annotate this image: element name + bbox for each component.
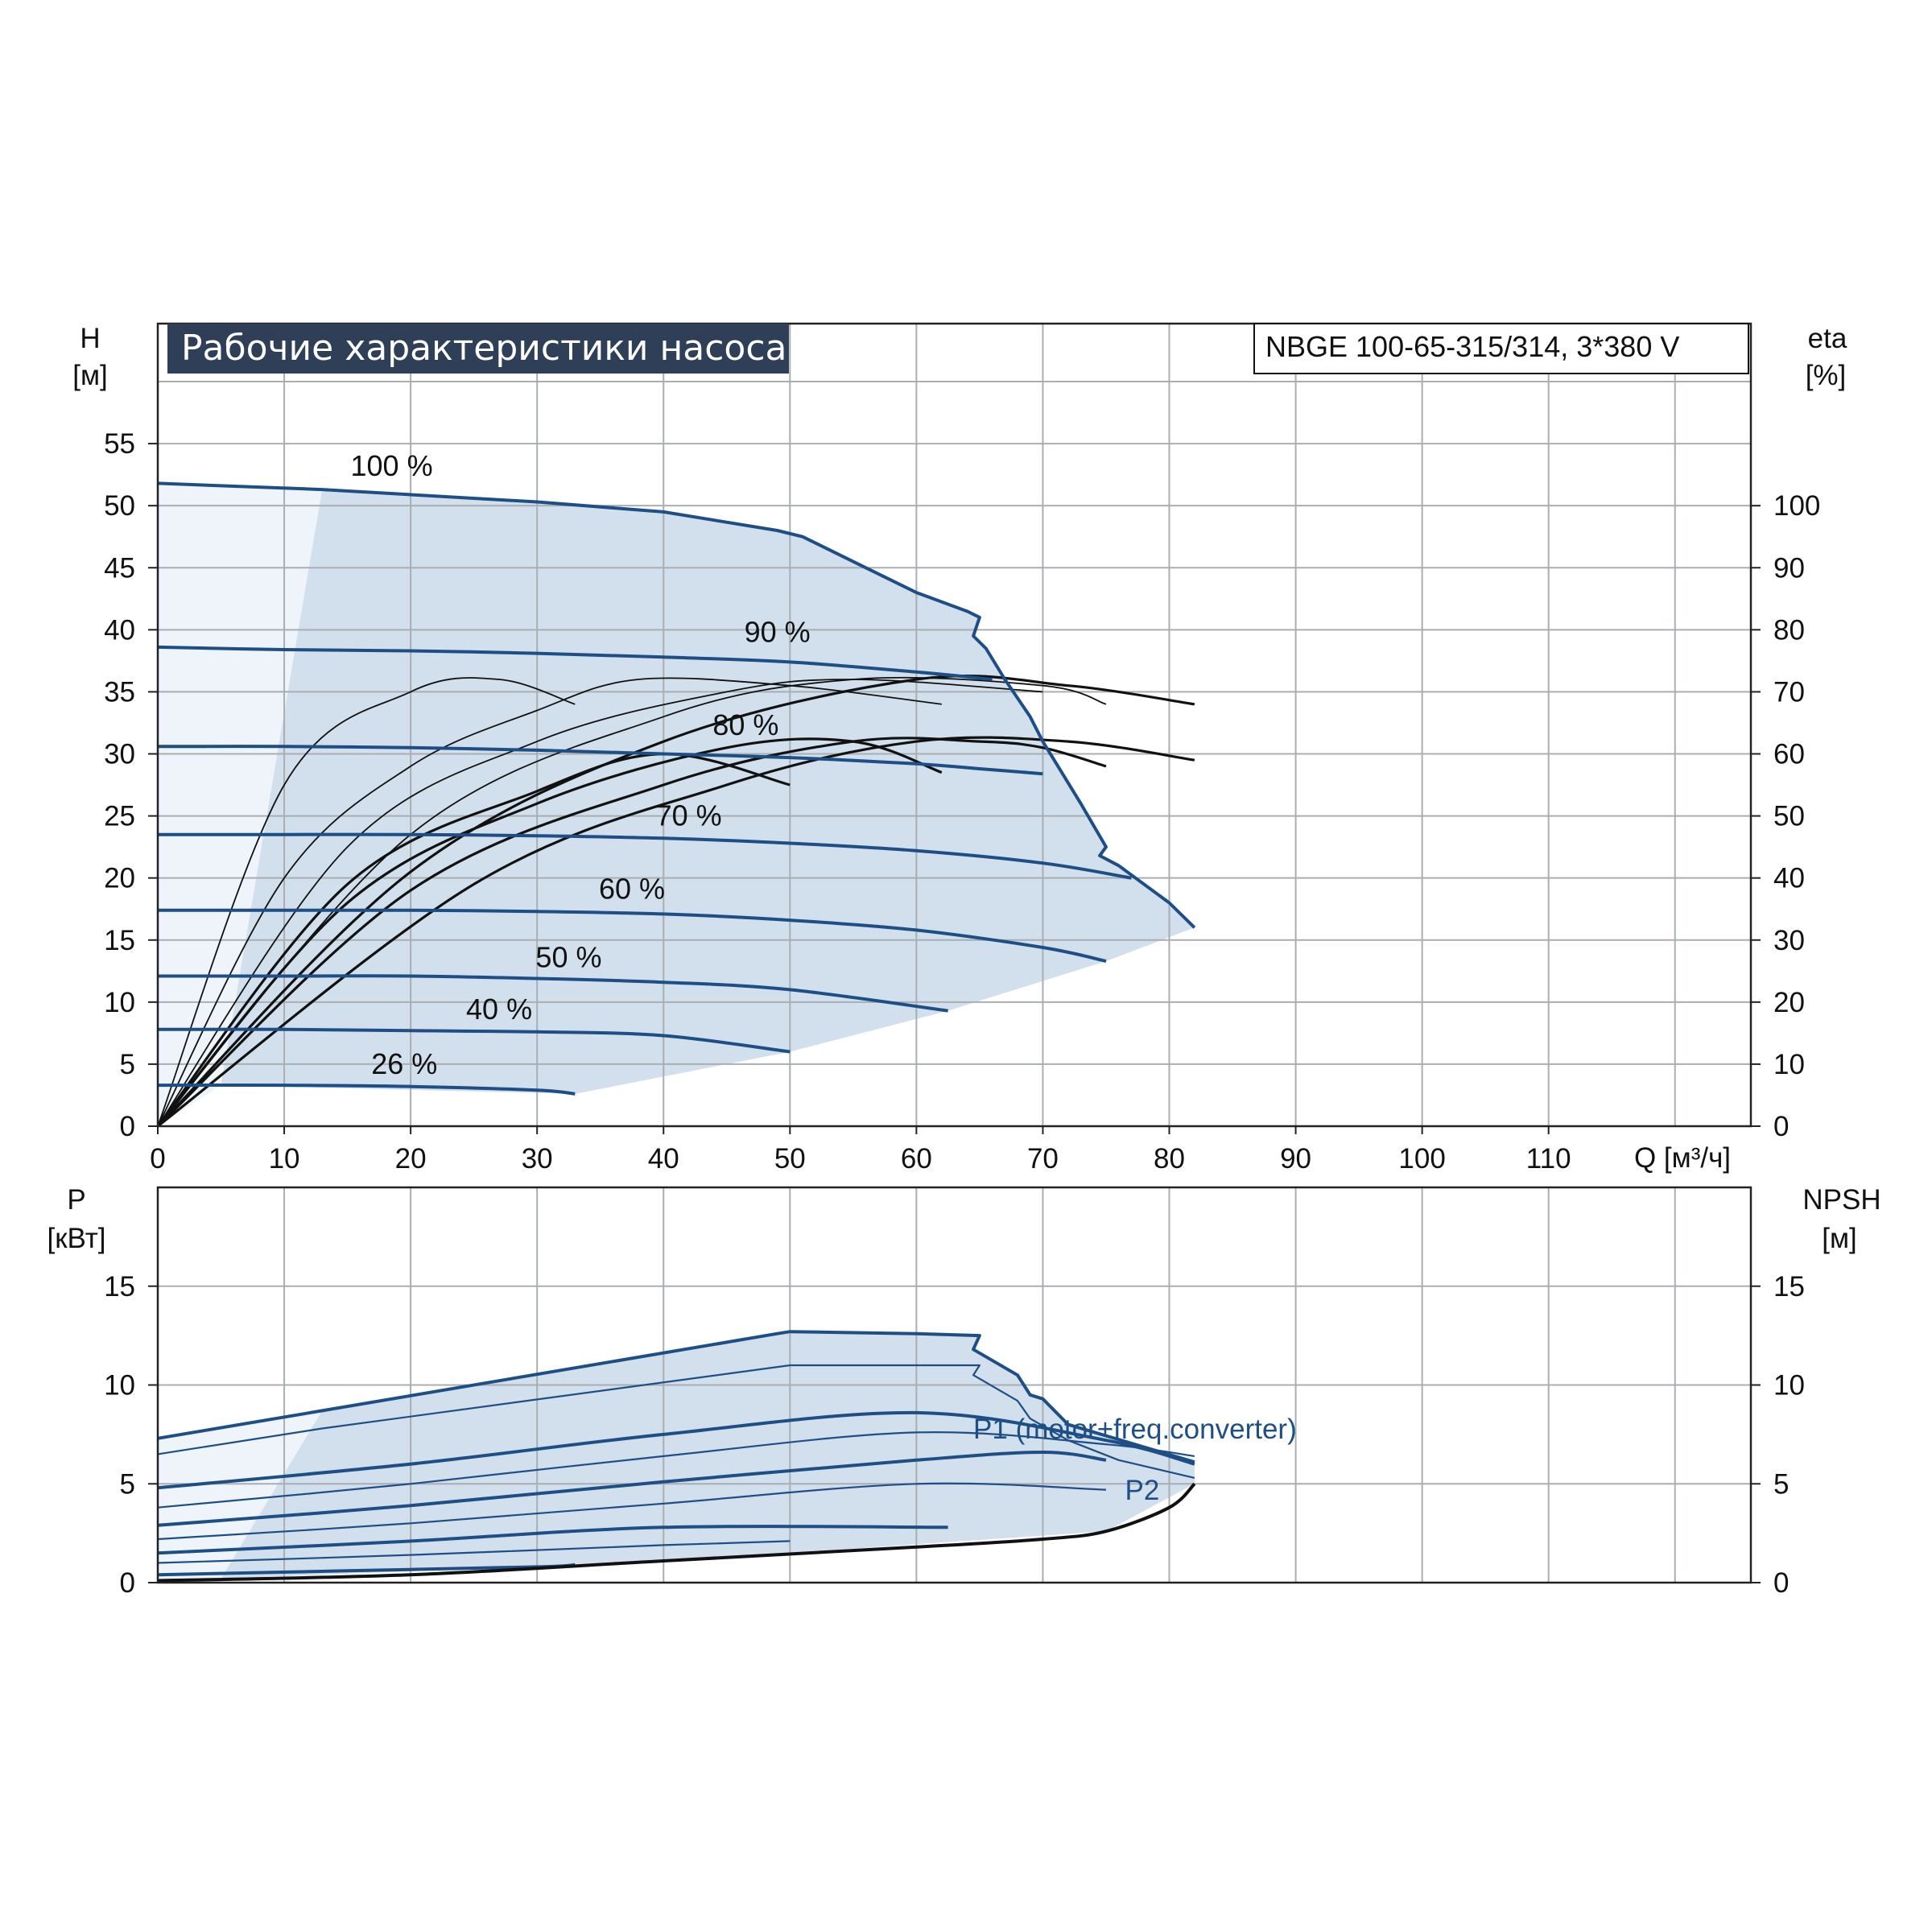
speed-label-40-pct: 40 % — [466, 993, 532, 1026]
h-tick-label: 25 — [104, 801, 135, 832]
q-tick-label: 10 — [269, 1143, 300, 1174]
q-tick-label: 60 — [901, 1143, 932, 1174]
h-tick-label: 35 — [104, 676, 135, 708]
h-tick-label: 50 — [104, 490, 135, 522]
p-tick-label: 5 — [120, 1468, 135, 1500]
eta-tick-label: 10 — [1773, 1049, 1805, 1080]
q-tick-label: 100 — [1398, 1143, 1445, 1174]
chart-title-block: Рабочие характеристики насоса — [167, 324, 789, 374]
npsh-tick-label: 0 — [1773, 1567, 1789, 1599]
q-tick-label: 30 — [522, 1143, 553, 1174]
efficiency-curve-8 — [156, 737, 1107, 1128]
npsh-axis-unit: [м] — [1822, 1223, 1857, 1254]
head-curve-80-pct — [157, 745, 1043, 776]
efficiency-curve-3 — [157, 679, 1043, 1127]
head-curve-70-pct — [157, 832, 1132, 880]
eta-tick-label: 30 — [1773, 925, 1805, 956]
q-tick-label: 110 — [1526, 1143, 1571, 1174]
q-axis-title: Q [м³/ч] — [1634, 1142, 1731, 1174]
h-tick-label: 5 — [120, 1049, 135, 1080]
q-tick-label: 50 — [774, 1143, 806, 1174]
h-tick-label: 20 — [104, 863, 135, 894]
eta-tick-label: 60 — [1773, 739, 1805, 770]
p1-label: P1 (motor+freq.converter) — [973, 1414, 1297, 1445]
p-axis-title: P — [67, 1184, 85, 1216]
q-tick-label: 70 — [1027, 1143, 1059, 1174]
p-tick-label: 10 — [104, 1370, 135, 1402]
chart-title: Рабочие характеристики насоса — [181, 328, 786, 369]
eta-tick-label: 0 — [1773, 1111, 1789, 1142]
npsh-tick-label: 15 — [1773, 1271, 1805, 1302]
power-curve-4 — [157, 1431, 1195, 1509]
model-label: NBGE 100-65-315/314, 3*380 V — [1265, 330, 1679, 363]
head-curve-40-pct — [157, 1027, 791, 1054]
npsh-tick-label: 10 — [1773, 1370, 1805, 1402]
power-curve-6 — [157, 1482, 1107, 1541]
eta-axis-unit: [%] — [1806, 360, 1847, 391]
top-plot-frame — [156, 322, 1752, 1128]
npsh-tick-label: 5 — [1773, 1468, 1789, 1500]
head-curve-50-pct — [158, 974, 948, 1013]
model-block: NBGE 100-65-315/314, 3*380 V — [1253, 323, 1749, 374]
h-tick-label: 0 — [120, 1111, 135, 1142]
efficiency-curve-4 — [157, 676, 1107, 1127]
h-axis-title: H — [80, 323, 100, 354]
npsh-axis-title: NPSH — [1802, 1184, 1880, 1216]
q-tick-label: 20 — [395, 1143, 427, 1174]
h-tick-label: 30 — [104, 739, 135, 770]
speed-label-60-pct: 60 % — [599, 873, 665, 906]
head-curve-60-pct — [158, 908, 1107, 963]
low-flow-region — [158, 483, 323, 1126]
h-tick-label: 55 — [104, 428, 135, 460]
power-curve-5 — [157, 1451, 1107, 1527]
h-tick-label: 45 — [104, 552, 135, 584]
speed-label-100-pct: 100 % — [351, 449, 433, 482]
h-tick-label: 10 — [104, 987, 135, 1018]
h-axis-unit: [м] — [72, 360, 108, 391]
eta-tick-label: 20 — [1773, 987, 1805, 1018]
q-tick-label: 90 — [1280, 1143, 1311, 1174]
head-curve-26-pct — [157, 1084, 576, 1096]
power-curve-1 — [157, 1330, 1195, 1464]
h-tick-label: 15 — [104, 925, 135, 956]
q-tick-label: 40 — [648, 1143, 679, 1174]
h-tick-label: 40 — [104, 614, 135, 646]
power-curve-3 — [157, 1410, 1195, 1490]
speed-label-50-pct: 50 % — [535, 940, 601, 973]
efficiency-curve-9 — [157, 736, 1195, 1128]
q-tick-label: 0 — [150, 1143, 165, 1174]
power-curve-7 — [157, 1525, 948, 1555]
npsh-curve — [157, 1482, 1196, 1583]
head-curve-100-pct — [157, 481, 1196, 929]
speed-label-70-pct: 70 % — [656, 799, 722, 832]
p-tick-label: 15 — [104, 1271, 135, 1302]
eta-tick-label: 40 — [1773, 863, 1805, 894]
power-curve-8 — [157, 1540, 791, 1564]
p2-label: P2 — [1125, 1475, 1160, 1506]
eta-tick-label: 90 — [1773, 552, 1805, 584]
eta-tick-label: 100 — [1773, 490, 1820, 522]
speed-label-80-pct: 80 % — [712, 708, 778, 741]
low-flow-power-region — [158, 1410, 323, 1583]
head-curve-90-pct — [157, 645, 993, 681]
model-box — [1253, 323, 1749, 374]
title-background — [167, 324, 789, 374]
p-tick-label: 0 — [120, 1567, 135, 1599]
p-axis-unit: [кВт] — [47, 1223, 106, 1254]
power-envelope — [221, 1331, 1195, 1579]
speed-label-90-pct: 90 % — [745, 615, 811, 648]
eta-tick-label: 50 — [1773, 801, 1805, 832]
power-curve-2 — [157, 1364, 1195, 1479]
q-tick-label: 80 — [1154, 1143, 1185, 1174]
eta-tick-label: 70 — [1773, 676, 1805, 708]
efficiency-curve-5 — [156, 674, 1195, 1128]
eta-tick-label: 80 — [1773, 614, 1805, 646]
eta-axis-title: eta — [1808, 323, 1847, 354]
speed-label-26-pct: 26 % — [371, 1047, 437, 1080]
